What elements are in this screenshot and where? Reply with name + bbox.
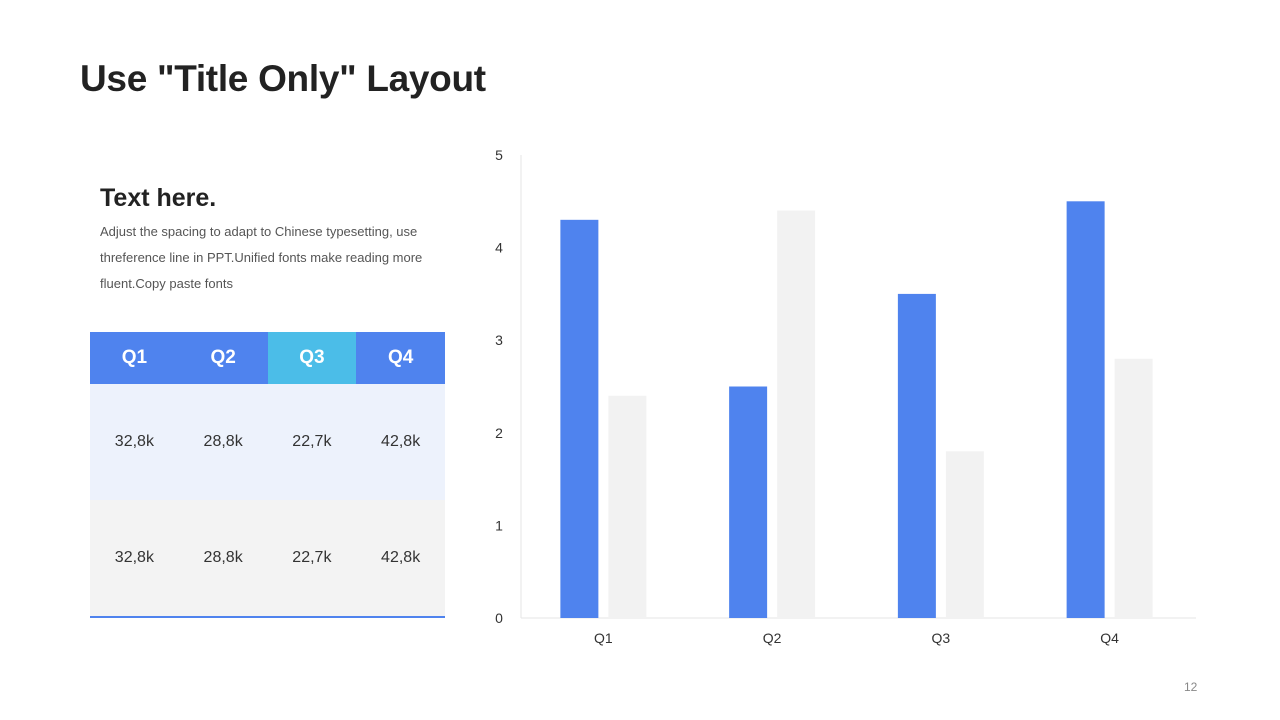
x-tick-label: Q4 xyxy=(1100,630,1119,646)
table-cell: 28,8k xyxy=(203,549,243,566)
y-tick-label: 5 xyxy=(495,147,503,163)
bar-q2-series-2 xyxy=(777,210,816,618)
table-header-q4: Q4 xyxy=(387,347,414,368)
bar-q2-series-1 xyxy=(729,386,768,618)
text-heading: Text here. xyxy=(100,184,217,212)
table-header-q1: Q1 xyxy=(121,347,148,368)
bar-q1-series-2 xyxy=(608,395,647,618)
table-header-row: Q1 Q2 Q3 Q4 xyxy=(90,332,445,384)
table-row: 32,8k 28,8k 22,7k 42,8k xyxy=(90,500,445,616)
y-tick-label: 0 xyxy=(495,610,503,626)
bar-q4-series-2 xyxy=(1114,358,1153,618)
table-cell: 28,8k xyxy=(203,433,243,450)
table-cell: 32,8k xyxy=(114,549,154,566)
bar-q4-series-1 xyxy=(1066,201,1105,619)
text-block: Text here. Adjust the spacing to adapt t… xyxy=(100,184,440,297)
table-header-q3: Q3 xyxy=(267,332,357,384)
quarter-table: Q1 Q2 Q3 Q4 32,8k 28,8k 22,7k 42,8k 32,8… xyxy=(90,332,445,618)
bar-q1-series-1 xyxy=(560,219,599,618)
y-tick-label: 1 xyxy=(495,517,503,533)
table-cell: 42,8k xyxy=(381,433,421,450)
table-cell: 32,8k xyxy=(114,433,154,450)
table-header-q2: Q2 xyxy=(210,347,236,368)
x-tick-label: Q3 xyxy=(932,630,951,646)
table-cell: 22,7k xyxy=(292,549,332,566)
page-number: 12 xyxy=(1184,680,1198,694)
text-body: Adjust the spacing to adapt to Chinese t… xyxy=(100,224,423,291)
y-tick-label: 2 xyxy=(495,425,503,441)
x-tick-label: Q2 xyxy=(763,630,782,646)
bar-q3-series-1 xyxy=(897,293,936,618)
y-tick-label: 3 xyxy=(495,332,503,348)
bar-q3-series-2 xyxy=(945,451,984,618)
slide-title: Use "Title Only" Layout xyxy=(80,58,486,99)
table-row: 32,8k 28,8k 22,7k 42,8k xyxy=(90,384,445,500)
table-cell: 22,7k xyxy=(292,433,332,450)
x-tick-label: Q1 xyxy=(594,630,613,646)
table-cell: 42,8k xyxy=(381,549,421,566)
y-tick-label: 4 xyxy=(495,240,503,256)
